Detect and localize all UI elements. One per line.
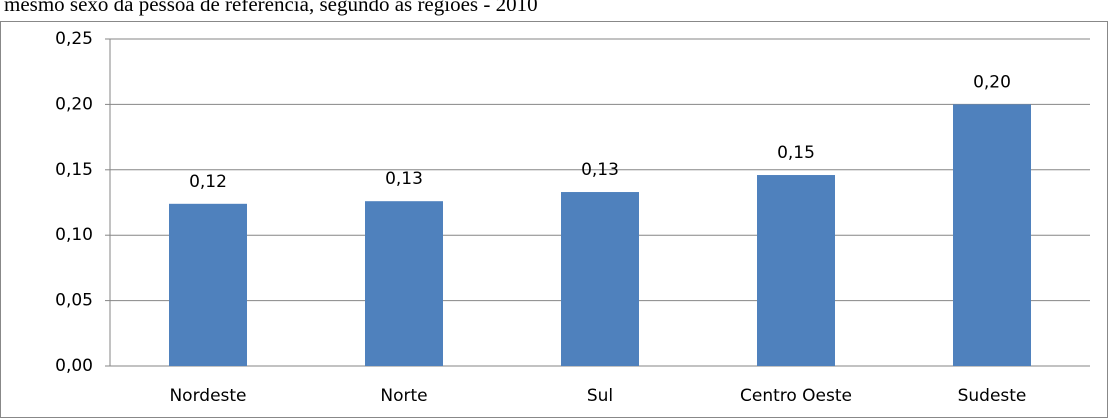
value-label: 0,15	[777, 143, 815, 163]
x-tick-label: Sul	[587, 386, 613, 406]
bar	[365, 201, 443, 366]
value-label: 0,13	[385, 169, 423, 189]
y-tick-label: 0,10	[55, 225, 93, 245]
bar	[953, 104, 1031, 367]
y-tick-label: 0,05	[55, 291, 93, 311]
x-tick-label: Sudeste	[958, 386, 1027, 406]
value-label: 0,12	[189, 172, 227, 192]
y-tick-label: 0,00	[55, 356, 93, 376]
x-tick-label: Norte	[380, 386, 427, 406]
y-tick-label: 0,20	[55, 94, 93, 114]
x-tick-label: Nordeste	[169, 386, 246, 406]
bar	[757, 175, 835, 366]
value-label: 0,20	[973, 72, 1011, 92]
x-tick-label: Centro Oeste	[740, 386, 852, 406]
chart-frame	[0, 21, 1108, 418]
bar	[561, 192, 639, 366]
y-tick-label: 0,25	[55, 29, 93, 49]
chart-title: mesmo sexo da pessoa de referência, segu…	[4, 0, 538, 16]
bar	[169, 203, 247, 366]
y-tick-label: 0,15	[55, 160, 93, 180]
value-label: 0,13	[581, 160, 619, 180]
